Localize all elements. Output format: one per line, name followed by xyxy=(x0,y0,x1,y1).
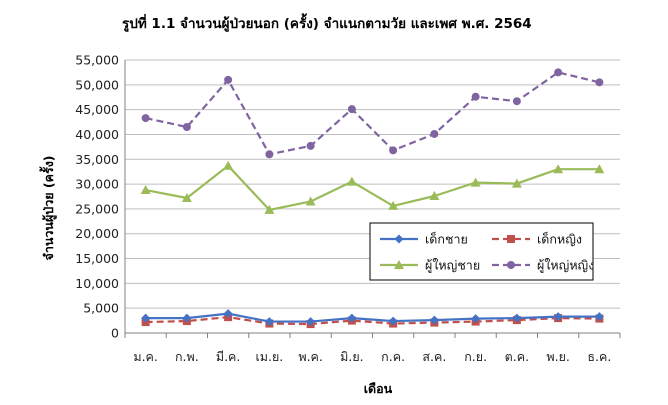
y-tick-label: 10,000 xyxy=(75,276,119,291)
legend-label: เด็กหญิง xyxy=(537,232,582,247)
data-point xyxy=(141,114,150,123)
legend-marker xyxy=(507,261,515,269)
gridlines xyxy=(125,59,620,334)
series-layer xyxy=(140,68,605,329)
x-tick-label: เม.ย. xyxy=(255,349,283,364)
data-point xyxy=(389,146,398,155)
x-tick-label: มี.ค. xyxy=(216,349,241,364)
data-point xyxy=(553,164,564,174)
x-tick-label: มิ.ย. xyxy=(340,349,364,364)
data-point xyxy=(306,141,315,150)
data-point xyxy=(140,185,151,195)
series-4 xyxy=(141,68,604,159)
y-tick-label: 20,000 xyxy=(75,226,119,241)
y-tick-label: 15,000 xyxy=(75,251,119,266)
y-tick-label: 5,000 xyxy=(83,301,119,316)
legend-entry: ผู้ใหญ่หญิง xyxy=(492,258,594,274)
legend-marker xyxy=(394,234,404,244)
x-tick-label: ก.พ. xyxy=(175,349,199,364)
legend: เด็กชาย เด็กหญิงผู้ใหญ่ชาย ผู้ใหญ่หญิง xyxy=(369,222,594,281)
data-point xyxy=(264,317,274,327)
data-point xyxy=(181,192,192,202)
data-point xyxy=(182,123,191,132)
y-tick-label: 55,000 xyxy=(75,53,119,68)
data-point xyxy=(223,309,233,319)
data-point xyxy=(388,200,399,210)
data-point xyxy=(554,68,563,77)
data-point xyxy=(594,312,604,322)
chart-title: รูปที่ 1.1 จำนวนผู้ป่วยนอก (ครั้ง) จำแนก… xyxy=(122,13,532,32)
data-point xyxy=(141,313,151,323)
series-line xyxy=(145,164,600,212)
data-point xyxy=(264,204,275,214)
series-line xyxy=(145,316,600,326)
y-tick-label: 30,000 xyxy=(75,177,119,192)
x-tick-label: ต.ค. xyxy=(505,349,529,364)
x-tick-label: ธ.ค. xyxy=(587,349,611,364)
x-tick-label: ก.ค. xyxy=(381,349,405,364)
data-point xyxy=(182,313,192,323)
legend-entry: ผู้ใหญ่ชาย xyxy=(380,258,480,274)
series-1 xyxy=(141,309,604,327)
legend-box xyxy=(369,222,594,281)
series-3 xyxy=(140,160,605,214)
series-line xyxy=(145,312,600,323)
data-point xyxy=(224,75,233,84)
legend-label: ผู้ใหญ่ชาย xyxy=(425,258,480,274)
legend-marker xyxy=(507,235,515,243)
data-point xyxy=(265,150,274,159)
data-point xyxy=(594,164,605,174)
data-point xyxy=(347,313,357,323)
data-point xyxy=(512,313,522,323)
legend-marker xyxy=(394,260,404,269)
legend-entry: เด็กหญิง xyxy=(492,232,582,247)
data-point xyxy=(388,316,398,326)
data-point xyxy=(595,78,604,87)
legend-label: ผู้ใหญ่หญิง xyxy=(537,258,594,274)
data-point xyxy=(346,176,357,186)
data-point xyxy=(429,191,440,201)
x-tick-label: พ.ย. xyxy=(546,349,570,364)
x-axis-title: เดือน xyxy=(364,381,393,396)
y-axis-title: จำนวนผู้ป่วย (ครั้ง) xyxy=(39,155,57,260)
y-tick-label: 35,000 xyxy=(75,152,119,167)
y-axis-ticks: 0 5,000 10,000 15,000 20,000 25,000 30,000 35,0… xyxy=(75,53,119,341)
data-point xyxy=(470,177,481,187)
y-tick-label: 25,000 xyxy=(75,201,119,216)
data-point xyxy=(471,92,480,101)
y-tick-label: 0 xyxy=(111,326,119,341)
x-tick-label: ม.ค. xyxy=(133,349,158,364)
data-point xyxy=(223,160,234,170)
data-point xyxy=(512,97,521,106)
data-point xyxy=(306,317,316,327)
x-axis: ม.ค. ก.พ. มี.ค. เม.ย. พ.ค. มิ.ย. ก.ค. ส.ค. ก.ย. ต… xyxy=(124,60,621,364)
data-point xyxy=(429,315,439,325)
legend-label: เด็กชาย xyxy=(425,232,468,247)
x-tick-label: ก.ย. xyxy=(464,349,487,364)
x-tick-label: ส.ค. xyxy=(422,349,446,364)
data-point xyxy=(553,312,563,322)
legend-entry: เด็กชาย xyxy=(380,232,468,247)
y-tick-label: 40,000 xyxy=(75,127,119,142)
series-line xyxy=(145,71,600,156)
data-point xyxy=(511,178,522,188)
y-tick-label: 45,000 xyxy=(75,102,119,117)
x-tick-label: พ.ค. xyxy=(298,349,323,364)
data-point xyxy=(305,196,316,206)
data-point xyxy=(471,314,481,324)
data-point xyxy=(430,129,439,138)
data-point xyxy=(347,105,356,114)
y-tick-label: 50,000 xyxy=(75,77,119,92)
